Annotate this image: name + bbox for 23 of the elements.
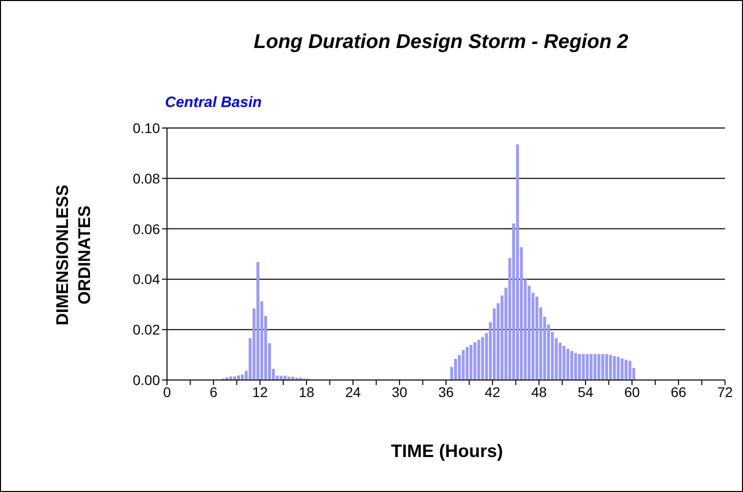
x-tick-label: 36 (438, 384, 454, 400)
chart-title: Long Duration Design Storm - Region 2 (252, 31, 630, 54)
x-tick-label: 72 (717, 384, 733, 400)
y-tick-label: 0.00 (132, 372, 160, 388)
x-tick-label: 42 (484, 384, 500, 400)
x-tick-label: 6 (210, 384, 218, 400)
x-tick-label: 12 (252, 384, 268, 400)
y-tick-label: 0.02 (132, 322, 160, 338)
y-tick-label: 0.10 (132, 120, 160, 136)
chart-subtitle: Central Basin (165, 94, 262, 111)
y-axis-title: DIMENSIONLESS ORDINATES (52, 184, 95, 328)
y-tick-label: 0.04 (132, 271, 160, 288)
y-tick-label: 0.06 (132, 220, 160, 237)
y-tick-label: 0.08 (132, 170, 160, 186)
x-axis-title: TIME (Hours) (390, 441, 504, 462)
x-tick-label: 18 (298, 384, 314, 400)
x-tick-label: 30 (392, 384, 408, 400)
x-tick-label: 0 (163, 384, 172, 400)
x-tick-label: 60 (624, 384, 640, 400)
x-tick-label: 54 (578, 384, 594, 400)
x-tick-label: 66 (670, 384, 686, 400)
x-tick-label: 24 (345, 384, 361, 400)
x-tick-label: 48 (531, 384, 547, 400)
